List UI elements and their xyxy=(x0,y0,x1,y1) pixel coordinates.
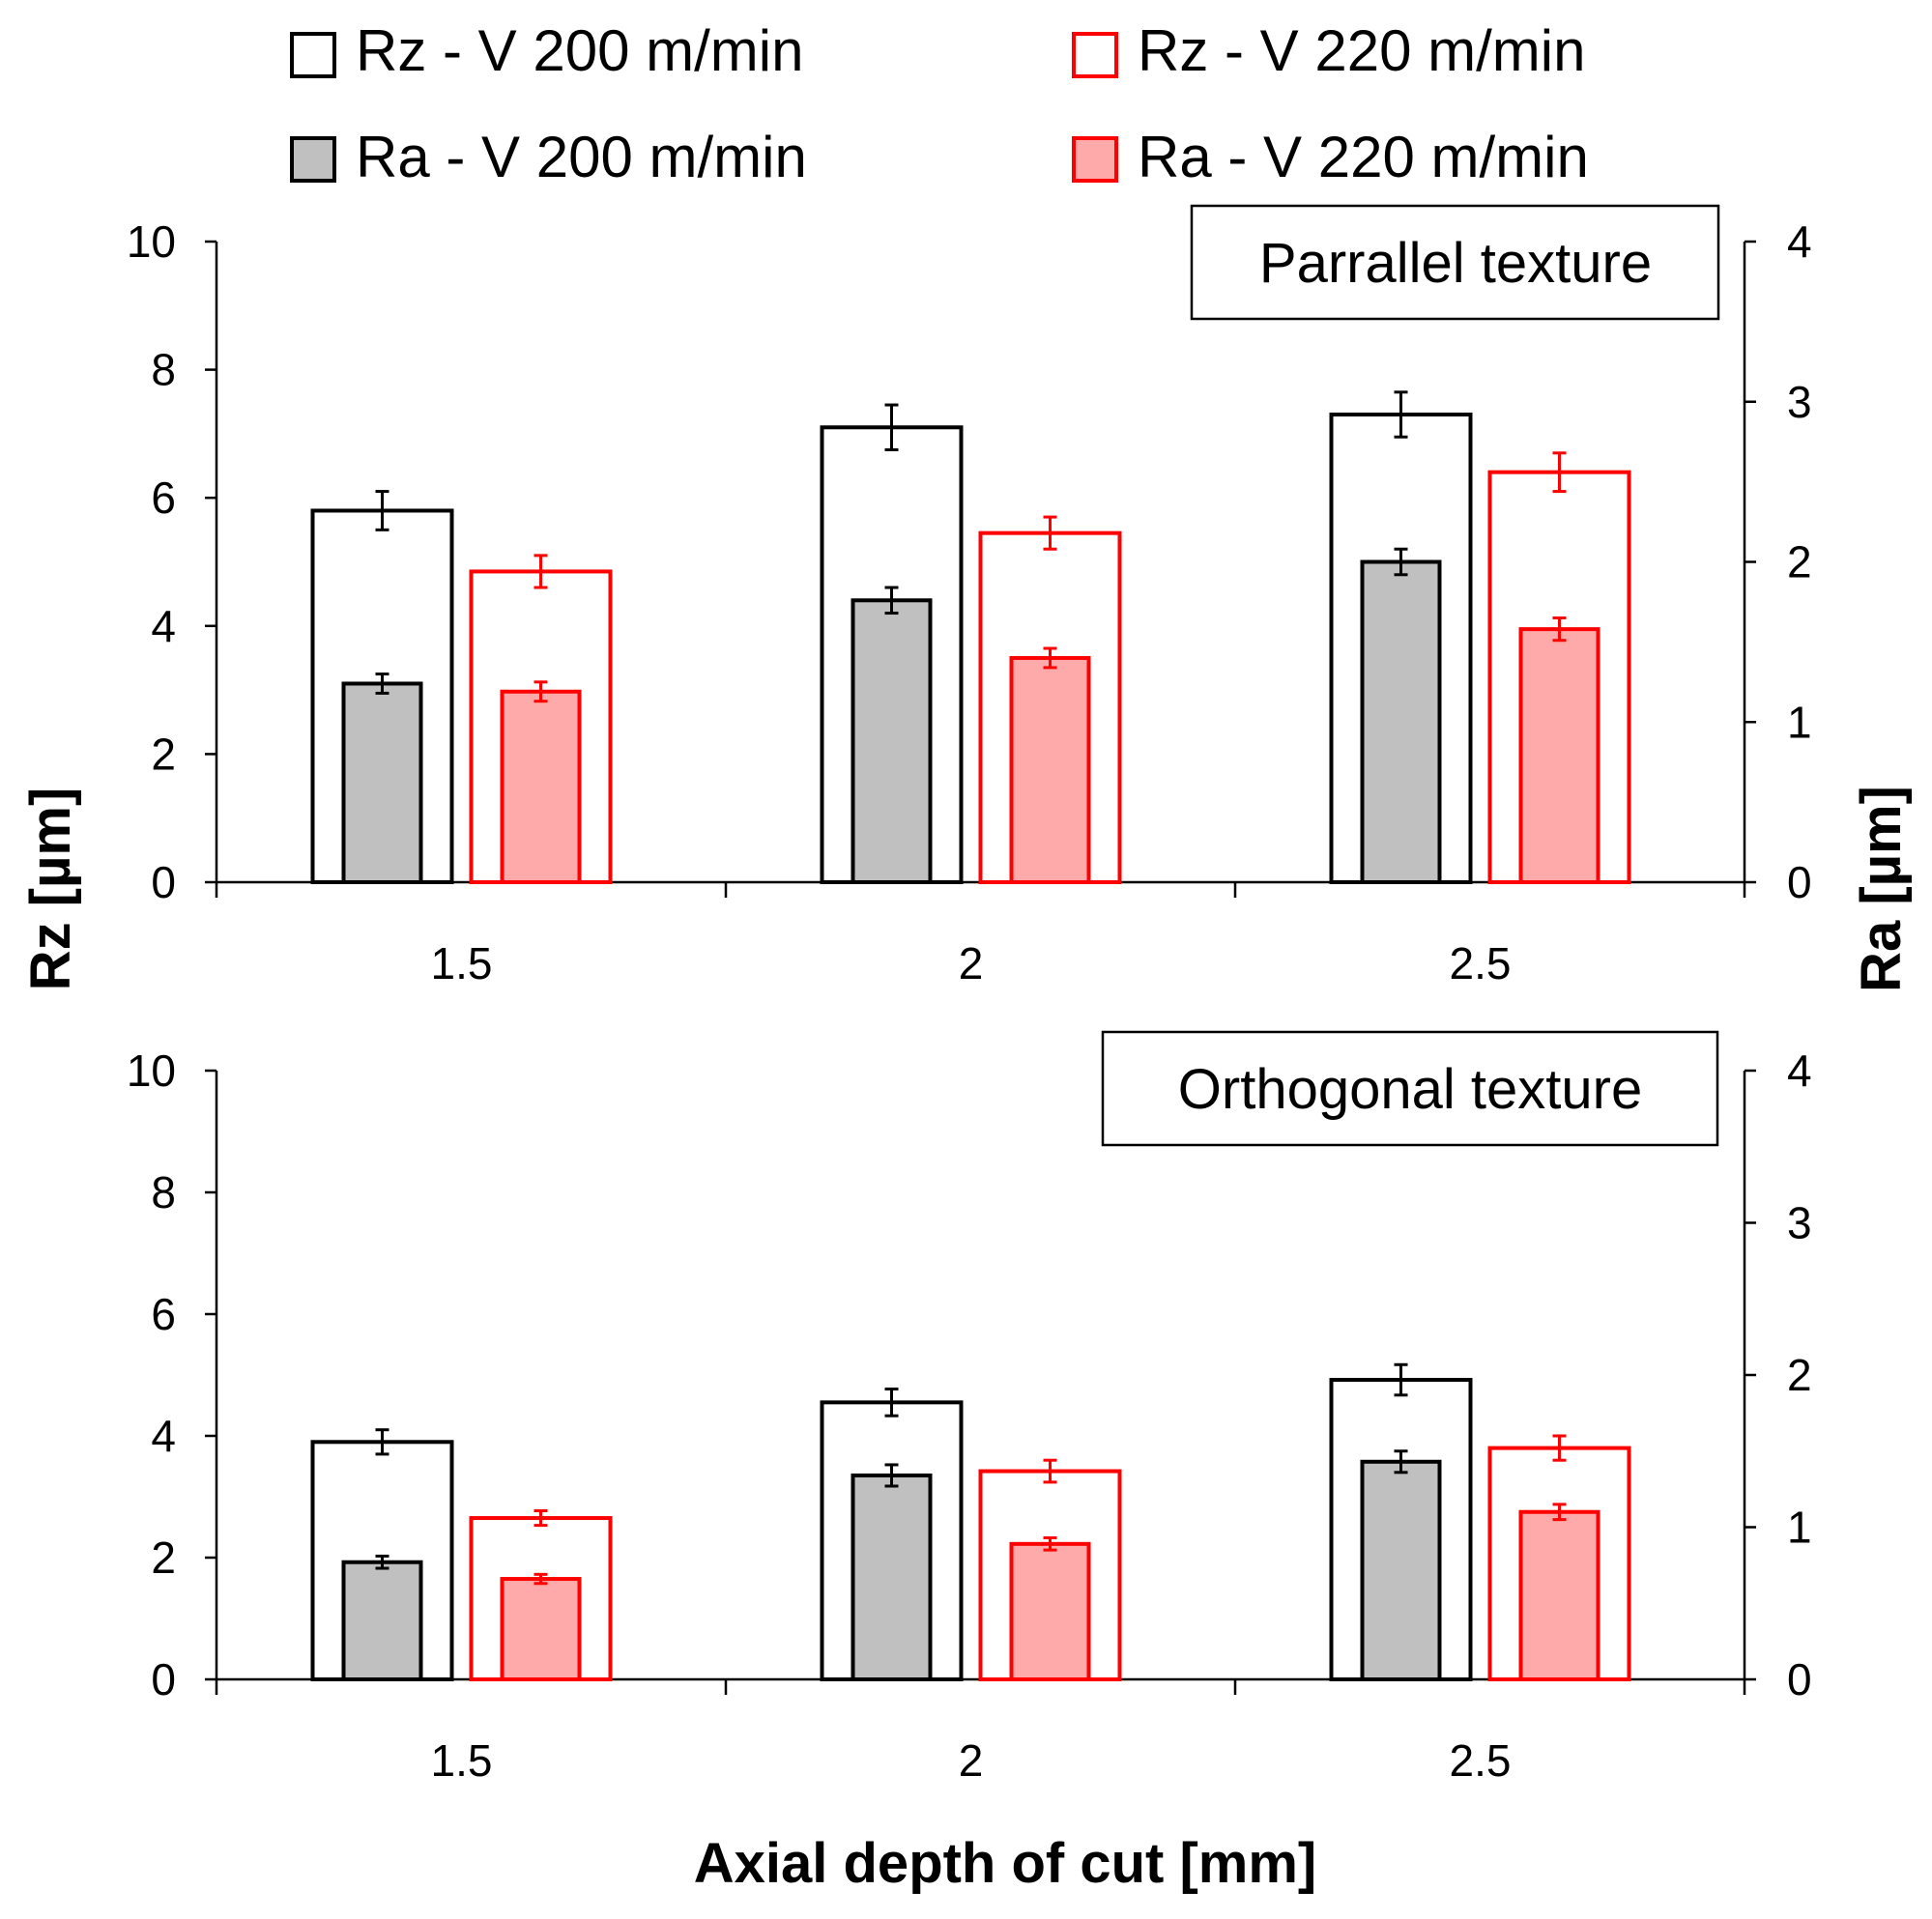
x-tick-label: 2 xyxy=(959,938,984,988)
bar-ra-v-200-m-min xyxy=(1360,1459,1442,1682)
left-y-tick-label: 0 xyxy=(151,1654,176,1704)
bar-ra-v-220-m-min xyxy=(500,689,582,884)
x-tick-label: 2 xyxy=(959,1735,984,1786)
right-y-tick-label: 2 xyxy=(1787,1350,1812,1400)
legend-label-rz-v-200-m-min: Rz - V 200 m/min xyxy=(356,18,803,83)
legend-label-ra-v-220-m-min: Ra - V 220 m/min xyxy=(1138,125,1589,189)
left-y-tick-label: 8 xyxy=(151,1167,176,1217)
right-y-tick-label: 3 xyxy=(1787,1198,1812,1248)
legend-swatch-ra-v-220-m-min xyxy=(1072,136,1118,183)
bar-ra-v-200-m-min xyxy=(851,1473,933,1681)
bar-ra-v-220-m-min xyxy=(1518,627,1600,884)
right-y-tick-label: 0 xyxy=(1787,857,1812,907)
x-axis-title: Axial depth of cut [mm] xyxy=(694,1832,1316,1895)
right-y-tick-label: 4 xyxy=(1787,1045,1812,1096)
left-y-tick-label: 2 xyxy=(151,1532,176,1583)
x-tick-label: 2.5 xyxy=(1450,938,1512,988)
panel-label: Orthogonal texture xyxy=(1178,1058,1642,1121)
bar-ra-v-220-m-min xyxy=(1518,1509,1600,1681)
left-y-tick-label: 4 xyxy=(151,1411,176,1461)
right-y-tick-label: 2 xyxy=(1787,537,1812,587)
right-y-tick-label: 1 xyxy=(1787,697,1812,747)
panel-orthogonal-texture: 0 2 4 6 8 10 0 1 2 3 4 1.5 2 2.5 Orthogonal texture xyxy=(127,1030,1812,1786)
bar-ra-v-200-m-min xyxy=(341,681,423,884)
left-y-tick-label: 0 xyxy=(151,857,176,907)
panel-parrallel-texture: 0 2 4 6 8 10 0 1 2 3 4 1.5 2 2.5 Parrallel texture xyxy=(127,204,1812,988)
panel-label-box xyxy=(1190,204,1720,321)
right-y-tick-label: 3 xyxy=(1787,377,1812,427)
legend: Rz - V 200 m/min Rz - V 220 m/min Ra - V 2… xyxy=(290,18,1589,189)
right-y-tick-label: 4 xyxy=(1787,216,1812,267)
x-tick-label: 2.5 xyxy=(1450,1735,1512,1786)
right-y-axis-title: Ra [µm] xyxy=(1850,786,1913,992)
left-y-tick-label: 10 xyxy=(127,1045,176,1096)
left-y-tick-label: 2 xyxy=(151,729,176,779)
bar-ra-v-200-m-min xyxy=(1360,559,1442,884)
legend-label-ra-v-200-m-min: Ra - V 200 m/min xyxy=(356,125,807,189)
x-tick-label: 1.5 xyxy=(431,1735,493,1786)
bar-ra-v-200-m-min xyxy=(851,598,933,885)
left-y-axis-title: Rz [µm] xyxy=(19,788,82,991)
legend-swatch-rz-v-220-m-min xyxy=(1072,32,1118,78)
right-y-tick-label: 1 xyxy=(1787,1503,1812,1553)
bar-ra-v-220-m-min xyxy=(500,1577,582,1682)
right-y-tick-label: 0 xyxy=(1787,1654,1812,1704)
panel-label-box xyxy=(1101,1030,1719,1147)
left-y-tick-label: 6 xyxy=(151,473,176,523)
left-y-tick-label: 4 xyxy=(151,601,176,651)
left-y-tick-label: 6 xyxy=(151,1289,176,1339)
x-tick-label: 1.5 xyxy=(431,938,493,988)
legend-swatch-ra-v-200-m-min xyxy=(290,136,336,183)
bar-ra-v-220-m-min xyxy=(1009,1541,1091,1681)
left-y-tick-label: 10 xyxy=(127,216,176,267)
legend-label-rz-v-220-m-min: Rz - V 220 m/min xyxy=(1138,18,1585,83)
left-y-tick-label: 8 xyxy=(151,345,176,395)
bar-ra-v-200-m-min xyxy=(341,1560,423,1681)
legend-swatch-rz-v-200-m-min xyxy=(290,32,336,78)
panel-label: Parrallel texture xyxy=(1259,232,1652,295)
bar-ra-v-220-m-min xyxy=(1009,655,1091,885)
